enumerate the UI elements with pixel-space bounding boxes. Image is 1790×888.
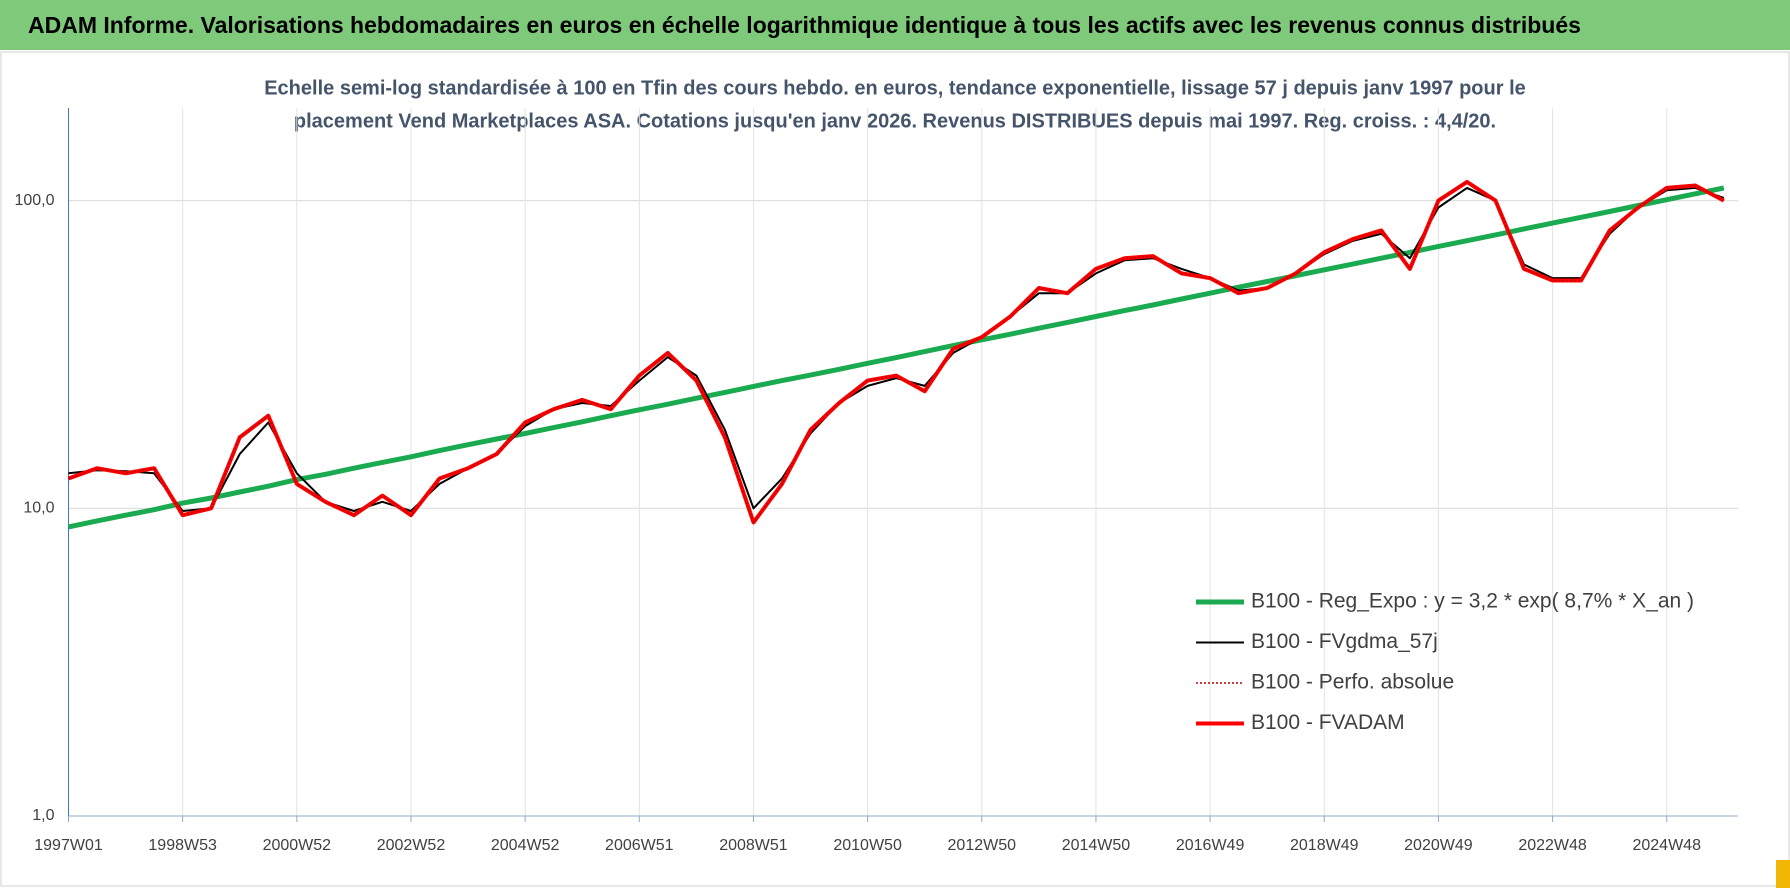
series-line xyxy=(68,186,1725,512)
legend-label: B100 - FVgdma_57j xyxy=(1251,630,1438,653)
chart: Echelle semi-log standardisée à 100 en T… xyxy=(0,51,1790,888)
header-title: ADAM Informe. Valorisations hebdomadaire… xyxy=(0,0,1790,50)
x-tick-label: 2020W49 xyxy=(1404,837,1473,854)
corner-mark xyxy=(1776,860,1790,888)
x-tick-label: 2022W48 xyxy=(1518,837,1587,854)
x-tick-label: 2014W50 xyxy=(1062,837,1131,854)
legend-label: B100 - Perfo. absolue xyxy=(1251,671,1454,694)
x-tick-label: 2000W52 xyxy=(263,837,332,854)
x-tick-label: 2006W51 xyxy=(605,837,674,854)
x-tick-label: 2016W49 xyxy=(1176,837,1245,854)
x-tick-label: 2008W51 xyxy=(719,837,788,854)
x-tick-label: 1997W01 xyxy=(34,837,103,854)
series-line xyxy=(68,181,1725,524)
y-tick-label: 1,0 xyxy=(32,807,54,824)
x-tick-label: 2012W50 xyxy=(948,837,1017,854)
x-tick-label: 1998W53 xyxy=(148,837,217,854)
y-tick-label: 10,0 xyxy=(23,500,54,517)
chart-title: placement Vend Marketplaces ASA. Cotatio… xyxy=(294,110,1496,132)
x-tick-label: 2002W52 xyxy=(377,837,446,854)
y-tick-label: 100,0 xyxy=(14,192,54,209)
x-tick-label: 2024W48 xyxy=(1632,837,1701,854)
series-line xyxy=(67,185,1725,530)
chart-frame xyxy=(0,51,1790,887)
legend-label: B100 - FVADAM xyxy=(1251,711,1405,734)
legend-label: B100 - Reg_Expo : y = 3,2 * exp( 8,7% * … xyxy=(1251,590,1694,613)
x-tick-label: 2018W49 xyxy=(1290,837,1359,854)
x-tick-label: 2010W50 xyxy=(833,837,902,854)
x-tick-label: 2004W52 xyxy=(491,837,560,854)
chart-title: Echelle semi-log standardisée à 100 en T… xyxy=(264,77,1526,99)
